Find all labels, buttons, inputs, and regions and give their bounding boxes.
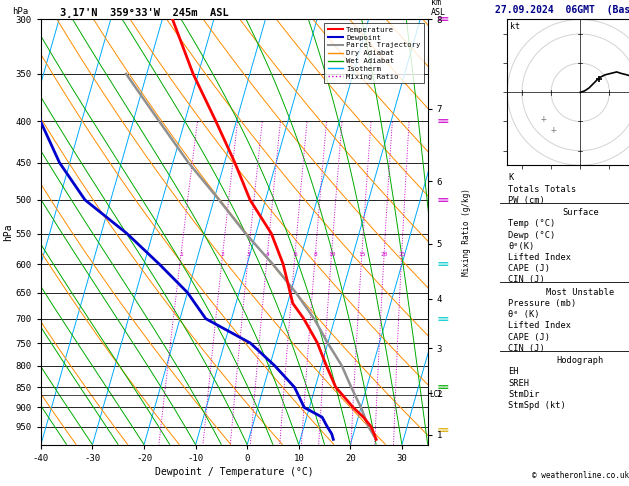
Text: ≡≡: ≡≡ [438, 382, 450, 392]
Text: Totals Totals: Totals Totals [508, 185, 576, 193]
Text: 3¸17'N  359°33'W  245m  ASL: 3¸17'N 359°33'W 245m ASL [60, 7, 229, 17]
Text: θᵉ (K): θᵉ (K) [508, 310, 540, 319]
Text: 4: 4 [265, 252, 269, 257]
Text: ≡≡: ≡≡ [438, 313, 450, 324]
Text: 1: 1 [179, 252, 183, 257]
Text: © weatheronline.co.uk: © weatheronline.co.uk [532, 471, 629, 480]
Text: Surface: Surface [562, 208, 599, 217]
Text: Pressure (mb): Pressure (mb) [508, 299, 576, 308]
Text: Hodograph: Hodograph [557, 356, 604, 365]
Text: kt: kt [510, 22, 520, 32]
Text: θᵉ(K): θᵉ(K) [508, 242, 534, 251]
Text: 27.09.2024  06GMT  (Base: 18): 27.09.2024 06GMT (Base: 18) [495, 4, 629, 15]
Text: +: + [541, 114, 547, 123]
Text: Mixing Ratio (g/kg): Mixing Ratio (g/kg) [462, 188, 471, 276]
Text: CIN (J): CIN (J) [508, 276, 545, 284]
Legend: Temperature, Dewpoint, Parcel Trajectory, Dry Adiabat, Wet Adiabat, Isotherm, Mi: Temperature, Dewpoint, Parcel Trajectory… [325, 23, 424, 84]
Text: 20: 20 [381, 252, 388, 257]
Text: CAPE (J): CAPE (J) [508, 332, 550, 342]
Text: ≡≡: ≡≡ [438, 195, 450, 205]
Text: 6: 6 [293, 252, 297, 257]
Text: ≡≡: ≡≡ [438, 259, 450, 269]
Text: Lifted Index: Lifted Index [508, 253, 571, 262]
Text: 3: 3 [247, 252, 250, 257]
Text: CIN (J): CIN (J) [508, 344, 545, 353]
Text: SREH: SREH [508, 379, 529, 387]
Text: EH: EH [508, 367, 518, 376]
Text: K: K [508, 174, 513, 182]
Text: 15: 15 [359, 252, 365, 257]
Text: hPa: hPa [13, 6, 29, 16]
X-axis label: Dewpoint / Temperature (°C): Dewpoint / Temperature (°C) [155, 467, 314, 477]
Text: Dewp (°C): Dewp (°C) [508, 231, 555, 240]
Text: 8: 8 [314, 252, 318, 257]
Text: Most Unstable: Most Unstable [546, 288, 615, 297]
Text: StmSpd (kt): StmSpd (kt) [508, 401, 566, 410]
Text: ≡≡: ≡≡ [438, 116, 450, 126]
Y-axis label: hPa: hPa [3, 223, 13, 241]
Text: 2: 2 [221, 252, 225, 257]
Text: 25: 25 [398, 252, 406, 257]
Text: PW (cm): PW (cm) [508, 196, 545, 205]
Text: Temp (°C): Temp (°C) [508, 219, 555, 228]
Text: km
ASL: km ASL [431, 0, 446, 17]
Text: +: + [551, 125, 557, 135]
Text: ≡≡: ≡≡ [438, 425, 450, 435]
Text: 10: 10 [328, 252, 335, 257]
Text: StmDir: StmDir [508, 390, 540, 399]
Text: Lifted Index: Lifted Index [508, 321, 571, 330]
Text: CAPE (J): CAPE (J) [508, 264, 550, 273]
Text: LCL: LCL [429, 390, 443, 399]
Text: ≡≡: ≡≡ [438, 15, 450, 24]
